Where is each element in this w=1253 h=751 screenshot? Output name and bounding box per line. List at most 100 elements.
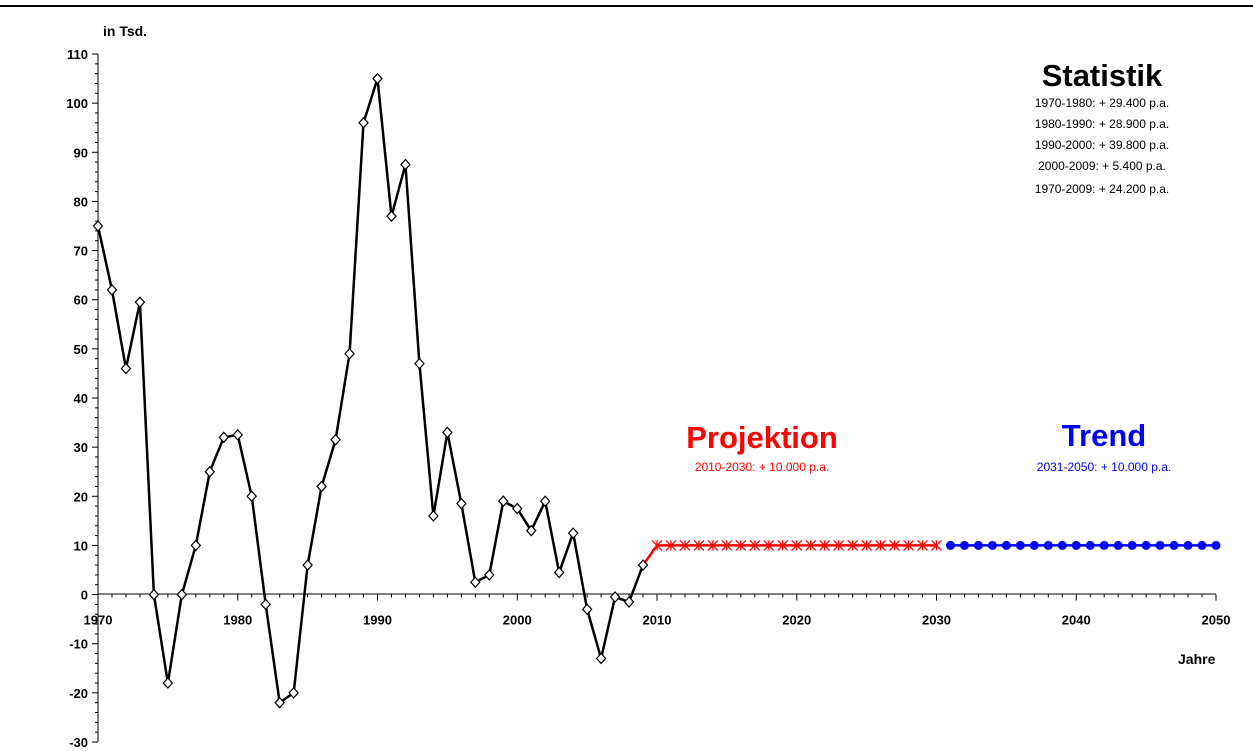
data-point-statistik xyxy=(623,596,635,608)
data-point-projektion xyxy=(777,539,789,551)
data-point-statistik xyxy=(470,576,481,589)
data-point-trend xyxy=(1029,540,1039,550)
statistik-note-5: 1970-2009: + 24.200 p.a. xyxy=(1035,182,1169,196)
data-point-trend xyxy=(1071,540,1081,550)
y-tick-label: 40 xyxy=(74,391,88,406)
data-point-projektion xyxy=(903,539,915,551)
data-point-trend xyxy=(1099,540,1109,550)
data-point-statistik xyxy=(553,566,565,579)
data-point-statistik xyxy=(260,598,272,611)
y-tick-label: 0 xyxy=(81,588,88,603)
data-point-statistik xyxy=(232,428,244,441)
y-tick-label: 20 xyxy=(74,489,88,504)
data-point-projektion xyxy=(833,539,845,551)
data-point-statistik xyxy=(344,347,355,360)
data-point-trend xyxy=(1141,540,1151,550)
projektion-title: Projektion xyxy=(686,420,838,455)
statistik-note-4: 2000-2009: + 5.400 p.a. xyxy=(1038,159,1166,173)
statistik-note-1: 1970-1980: + 29.400 p.a. xyxy=(1035,96,1169,110)
data-point-trend xyxy=(1085,540,1095,550)
data-point-projektion xyxy=(707,539,719,551)
data-point-projektion xyxy=(875,539,887,551)
data-point-statistik xyxy=(92,220,104,232)
data-point-trend xyxy=(1169,540,1179,550)
data-point-trend xyxy=(1001,540,1011,550)
data-point-statistik xyxy=(567,527,579,540)
data-point-statistik xyxy=(218,431,230,444)
data-point-statistik xyxy=(106,283,118,296)
statistik-note-3: 1990-2000: + 39.800 p.a. xyxy=(1035,138,1169,152)
y-tick-label: 30 xyxy=(74,440,88,455)
data-point-trend xyxy=(1155,540,1165,550)
data-point-projektion xyxy=(721,539,733,551)
y-tick-label: 80 xyxy=(74,194,88,209)
data-point-projektion xyxy=(763,539,775,551)
data-point-statistik xyxy=(302,559,313,571)
y-tick-label: -20 xyxy=(69,686,88,701)
data-point-statistik xyxy=(358,116,369,129)
trend-annotation: Trend 2031-2050: + 10.000 p.a. xyxy=(1037,418,1171,474)
data-point-projektion xyxy=(847,539,859,551)
data-point-statistik xyxy=(386,210,397,223)
y-axis-title: in Tsd. xyxy=(103,23,147,39)
data-point-projektion xyxy=(735,539,747,551)
y-tick-label: -10 xyxy=(69,637,88,652)
x-tick-label: 2030 xyxy=(922,613,951,628)
data-point-statistik xyxy=(609,591,621,603)
data-point-statistik xyxy=(456,497,467,510)
data-point-projektion xyxy=(665,539,677,551)
data-point-statistik xyxy=(637,559,649,571)
x-axis: 1970 1980 1990 2000 2010 2020 2030 2040 2050 xyxy=(84,593,1231,628)
data-point-statistik xyxy=(372,72,383,85)
data-point-statistik xyxy=(246,490,258,503)
data-point-trend xyxy=(1113,540,1123,550)
y-tick-label: 110 xyxy=(67,47,88,62)
y-tick-label: 70 xyxy=(74,244,88,259)
data-point-projektion xyxy=(651,539,663,551)
data-point-projektion xyxy=(917,539,928,551)
data-point-statistik xyxy=(511,502,523,515)
data-point-statistik xyxy=(288,686,299,699)
y-tick-label: 100 xyxy=(66,96,88,111)
statistik-title: Statistik xyxy=(1042,58,1163,93)
data-point-statistik xyxy=(581,603,593,616)
x-tick-label: 2010 xyxy=(643,613,672,628)
data-point-statistik xyxy=(148,588,160,601)
y-tick-label: 90 xyxy=(74,145,88,160)
x-axis-title: Jahre xyxy=(1178,651,1216,667)
data-point-statistik xyxy=(330,433,341,446)
data-point-statistik xyxy=(400,158,411,171)
data-point-statistik xyxy=(483,569,495,581)
data-point-statistik xyxy=(428,510,439,522)
x-tick-label: 2050 xyxy=(1202,613,1231,628)
data-point-statistik xyxy=(176,588,188,601)
data-point-statistik xyxy=(316,480,327,493)
data-point-trend xyxy=(1183,540,1193,550)
x-tick-label: 2000 xyxy=(503,613,532,628)
data-point-statistik xyxy=(162,677,174,689)
trend-note: 2031-2050: + 10.000 p.a. xyxy=(1037,460,1171,474)
data-point-projektion xyxy=(791,539,803,551)
statistik-annotation: Statistik 1970-1980: + 29.400 p.a. 1980-… xyxy=(1035,58,1169,196)
data-point-statistik xyxy=(595,652,607,665)
x-tick-label: 2020 xyxy=(782,613,811,628)
data-point-statistik xyxy=(134,296,146,309)
data-point-trend xyxy=(959,540,969,550)
data-point-trend xyxy=(1015,540,1025,550)
data-point-trend xyxy=(1211,540,1221,550)
data-point-statistik xyxy=(120,362,132,375)
data-point-statistik xyxy=(539,495,551,508)
data-point-statistik xyxy=(525,524,537,537)
y-tick-label: 60 xyxy=(74,293,88,308)
data-point-trend xyxy=(1057,540,1067,550)
data-point-projektion xyxy=(931,539,942,551)
x-tick-label: 1990 xyxy=(363,613,392,628)
data-point-projektion xyxy=(749,539,761,551)
projektion-annotation: Projektion 2010-2030: + 10.000 p.a. xyxy=(686,420,838,474)
data-point-statistik xyxy=(442,426,453,439)
x-tick-label: 2040 xyxy=(1062,613,1091,628)
data-point-projektion xyxy=(889,539,901,551)
data-point-trend xyxy=(987,540,997,550)
x-ticks: 1970 1980 1990 2000 2010 2020 2030 2040 2050 xyxy=(84,594,1231,628)
